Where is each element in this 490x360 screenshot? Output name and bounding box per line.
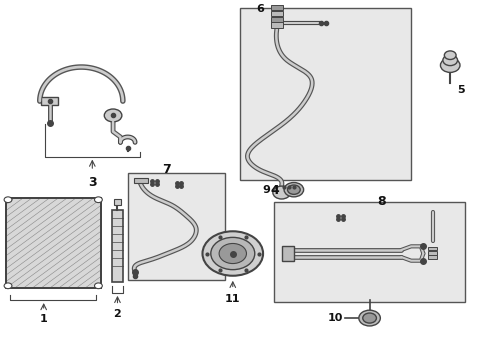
Circle shape <box>288 185 300 194</box>
Bar <box>128 173 225 280</box>
Text: 11: 11 <box>225 294 241 304</box>
Circle shape <box>211 237 255 270</box>
Circle shape <box>202 231 263 276</box>
Bar <box>5 198 101 288</box>
Circle shape <box>444 51 456 59</box>
Bar <box>41 97 58 105</box>
Text: 4: 4 <box>270 184 279 197</box>
Circle shape <box>219 243 246 264</box>
Circle shape <box>95 283 102 289</box>
Circle shape <box>4 283 12 289</box>
Circle shape <box>443 55 458 66</box>
Text: 10: 10 <box>327 313 343 323</box>
Bar <box>271 17 283 22</box>
Bar <box>112 211 123 282</box>
Circle shape <box>4 197 12 203</box>
Circle shape <box>104 109 122 122</box>
Text: 9: 9 <box>263 185 270 195</box>
Bar <box>271 11 283 16</box>
Bar <box>428 255 437 259</box>
Text: 3: 3 <box>88 176 97 189</box>
Text: 5: 5 <box>458 85 465 95</box>
Bar <box>114 199 121 205</box>
Bar <box>428 251 437 255</box>
Bar <box>271 21 283 28</box>
Text: 2: 2 <box>114 309 122 319</box>
Circle shape <box>284 183 304 197</box>
Text: 1: 1 <box>40 315 48 324</box>
Bar <box>282 246 294 261</box>
Bar <box>5 198 101 288</box>
Circle shape <box>441 58 460 72</box>
Text: 8: 8 <box>377 195 386 208</box>
Circle shape <box>363 313 376 323</box>
Circle shape <box>95 197 102 203</box>
Text: 6: 6 <box>257 4 265 14</box>
Bar <box>134 178 148 183</box>
Bar <box>428 247 437 250</box>
Circle shape <box>273 186 291 199</box>
Bar <box>240 8 411 180</box>
Bar <box>271 5 283 10</box>
Circle shape <box>359 310 380 326</box>
Text: 7: 7 <box>163 163 171 176</box>
Bar <box>274 202 465 302</box>
